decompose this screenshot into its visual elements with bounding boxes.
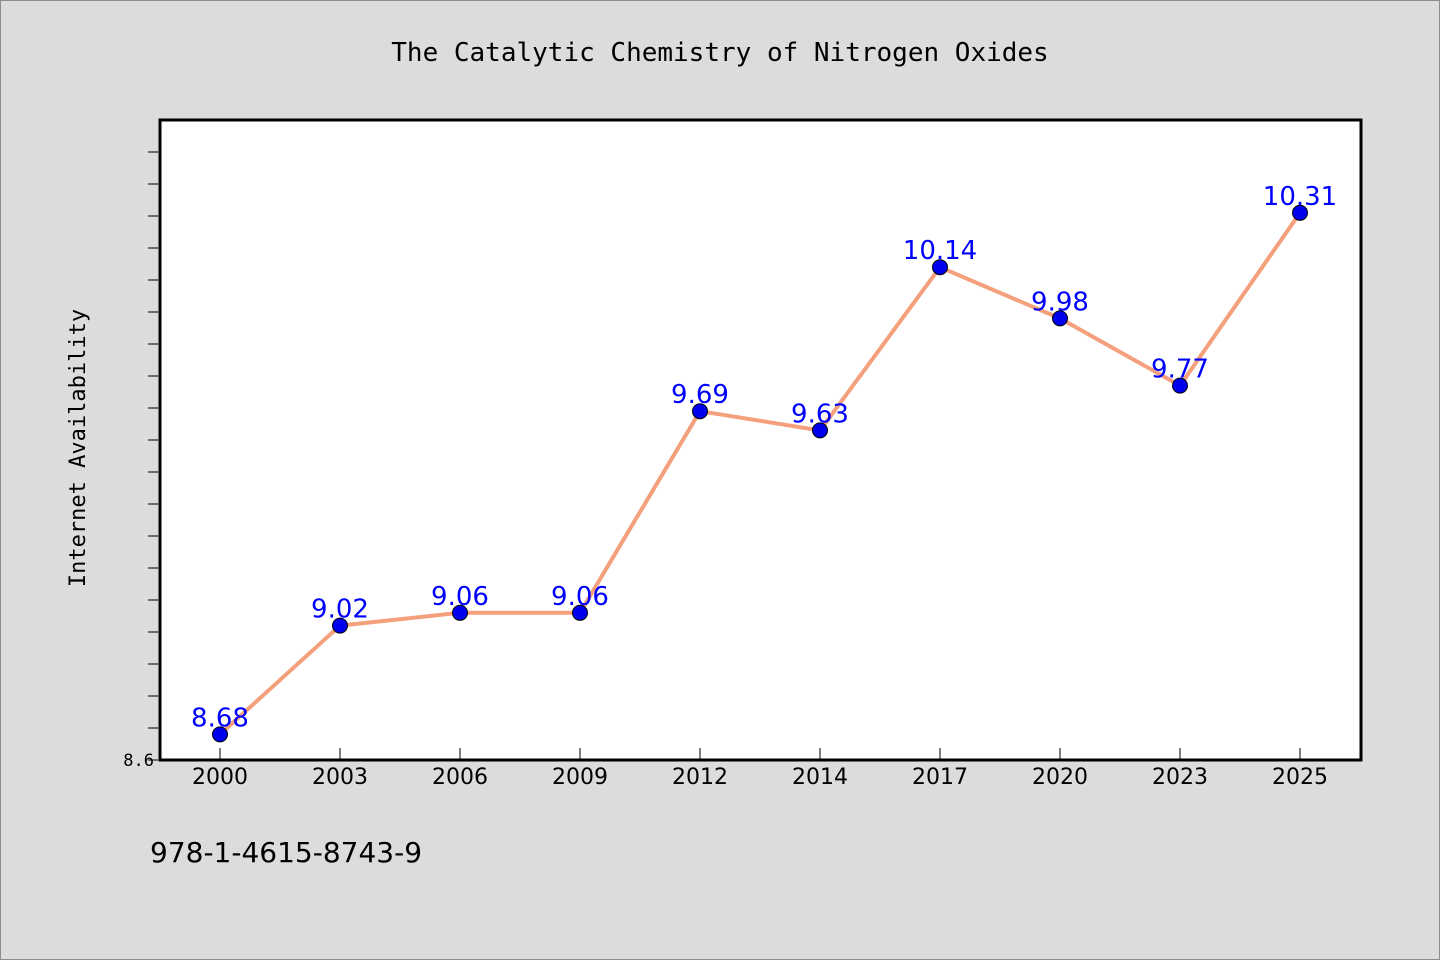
x-tick-label: 2017	[912, 765, 968, 790]
data-point	[692, 403, 708, 420]
data-label: 10.14	[903, 236, 977, 266]
data-point	[212, 726, 228, 743]
data-point	[1172, 377, 1188, 394]
data-labels-group: 8.68 9.02 9.06 9.06 9.69 9.63 10.14 9.98 9.77 10.…	[191, 182, 1337, 734]
markers-group	[212, 204, 1308, 743]
data-point	[452, 604, 468, 621]
data-label: 9.02	[311, 595, 369, 625]
series-line	[218, 210, 1302, 737]
x-axis-ticks: 2000 2003 2006 2009 2012 2014 2017 2020 2023 2025	[192, 748, 1328, 790]
data-point	[332, 617, 348, 634]
isbn-label: 978-1-4615-8743-9	[150, 836, 422, 869]
data-label: 9.69	[671, 380, 729, 410]
x-tick-label: 2006	[432, 765, 488, 790]
data-label: 9.98	[1031, 287, 1089, 317]
data-label: 9.06	[551, 582, 609, 612]
data-point	[1292, 204, 1308, 221]
plot-area	[158, 118, 1363, 762]
x-tick-label: 2009	[552, 765, 608, 790]
data-point	[572, 604, 588, 621]
x-tick-label: 2025	[1272, 765, 1328, 790]
x-tick-label: 2023	[1152, 765, 1208, 790]
series-group	[218, 210, 1302, 737]
x-tick-label: 2020	[1032, 765, 1088, 790]
data-point	[812, 422, 828, 439]
data-label: 9.63	[791, 399, 849, 429]
data-label: 9.77	[1151, 355, 1209, 385]
data-label: 8.68	[191, 703, 249, 733]
chart-title: The Catalytic Chemistry of Nitrogen Oxid…	[391, 38, 1048, 68]
data-point	[1052, 310, 1068, 327]
y-axis-label: Internet Availability	[66, 309, 91, 587]
x-tick-label: 2003	[312, 765, 368, 790]
data-point	[932, 259, 948, 276]
data-label: 10.31	[1263, 182, 1337, 212]
y-tick-label: 8.6	[123, 751, 154, 771]
x-tick-label: 2014	[792, 765, 848, 790]
y-axis-ticks: 8.6	[123, 151, 158, 771]
data-label: 9.06	[431, 582, 489, 612]
x-tick-label: 2012	[672, 765, 728, 790]
x-tick-label: 2000	[192, 765, 248, 790]
